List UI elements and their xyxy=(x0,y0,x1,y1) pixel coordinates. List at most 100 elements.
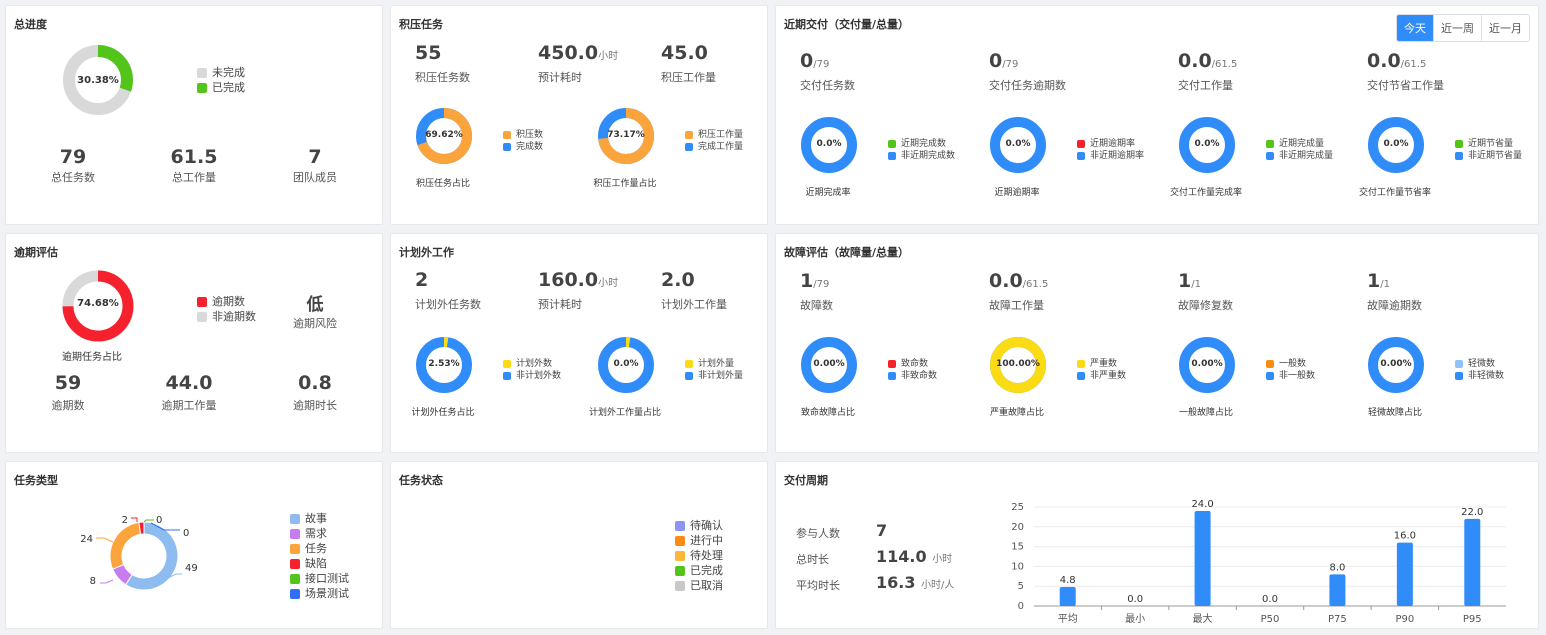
pie-slice xyxy=(138,521,145,535)
legend-label: 轻微数 xyxy=(1468,359,1496,369)
ring-track xyxy=(801,337,857,393)
legend-label: 非近期节省量 xyxy=(1468,151,1523,161)
legend-swatch xyxy=(503,372,511,380)
ratio-donut xyxy=(1179,117,1235,173)
ring-value xyxy=(63,45,133,115)
legend-swatch xyxy=(888,372,896,380)
stat-value: 2.0 xyxy=(661,269,695,291)
legend-swatch xyxy=(1077,360,1085,368)
ring-value xyxy=(598,108,654,164)
ratio-donut xyxy=(990,337,1046,393)
overdue-percent: 74.68% xyxy=(77,298,119,309)
bar-value-label: 0.0 xyxy=(1262,594,1278,605)
legend-label: 缺陷 xyxy=(305,557,327,570)
ratio-percent: 0.0% xyxy=(1194,139,1220,149)
stat-value: 59 xyxy=(54,372,82,394)
stat-label: 故障修复数 xyxy=(1178,299,1233,312)
legend-swatch xyxy=(290,588,300,599)
stat-value: 160.0小时 xyxy=(538,269,619,291)
risk-label: 逾期风险 xyxy=(293,317,337,330)
card-title: 任务状态 xyxy=(399,474,443,487)
legend-label: 非逾期数 xyxy=(212,310,256,323)
ratio-percent: 100.00% xyxy=(996,359,1040,369)
legend-item: 完成工作量 xyxy=(685,141,743,153)
ratio-donut xyxy=(990,117,1046,173)
stat-label: 总任务数 xyxy=(51,171,95,184)
legend-label: 积压数 xyxy=(516,130,544,140)
stat-label: 计划外任务数 xyxy=(415,298,481,311)
pie-label-line xyxy=(96,537,114,543)
legend-swatch xyxy=(675,550,685,561)
legend-label: 非轻微数 xyxy=(1468,371,1505,381)
ratio-legend: 一般数 非一般数 xyxy=(1266,358,1315,382)
overall-progress-legend: 未完成 已完成 xyxy=(197,65,245,95)
delivery-cycle-bar-chart: 0 5 10 15 20 25 4.8 平均 0.0 最小 24.0 最大 0.0 P50 8.0 P75 16… xyxy=(1011,499,1506,625)
stat-label: 总工作量 xyxy=(172,171,216,184)
legend-item: 非逾期数 xyxy=(197,309,256,324)
ring-value xyxy=(990,337,1046,393)
bar-value-label: 22.0 xyxy=(1461,507,1483,518)
legend-label: 非计划外数 xyxy=(516,371,562,381)
legend-label: 已取消 xyxy=(690,579,723,592)
legend-label: 进行中 xyxy=(690,534,723,547)
legend-swatch xyxy=(290,543,300,554)
ratio-caption: 一般故障占比 xyxy=(1178,408,1233,418)
legend-label: 近期节省量 xyxy=(1468,139,1514,149)
tab-month[interactable]: 近一月 xyxy=(1481,15,1529,41)
ratio-donut xyxy=(598,108,654,164)
stat-label: 故障数 xyxy=(800,299,833,312)
legend-item: 一般数 xyxy=(1266,358,1315,370)
stat-value: 1/1 xyxy=(1178,270,1201,296)
tab-today[interactable]: 今天 xyxy=(1397,15,1433,41)
ratio-caption: 积压工作量占比 xyxy=(593,179,657,189)
legend-label: 已完成 xyxy=(690,564,723,577)
ratio-legend: 积压工作量 完成工作量 xyxy=(685,129,743,153)
legend-item: 进行中 xyxy=(675,533,723,548)
legend-item: 非近期逾期率 xyxy=(1077,150,1144,162)
period-tabs: 今天 近一周 近一月 xyxy=(1396,14,1530,42)
legend-swatch xyxy=(675,535,685,546)
legend-swatch xyxy=(503,131,511,139)
legend-item: 需求 xyxy=(290,526,349,541)
pie-label-line xyxy=(143,519,154,523)
legend-swatch xyxy=(675,520,685,531)
bar xyxy=(1194,510,1211,606)
legend-item: 非计划外数 xyxy=(503,370,561,382)
delivery-cycle-card: 交付周期 参与人数 7 总时长 114.0 小时 平均时长 16.3 小时/人 … xyxy=(775,461,1539,629)
ratio-caption: 交付工作量节省率 xyxy=(1358,188,1431,198)
stat-total: /61.5 xyxy=(1211,59,1238,70)
ratio-percent: 0.00% xyxy=(813,359,845,369)
stat-label: 交付任务逾期数 xyxy=(989,79,1066,92)
stat-total: /61.5 xyxy=(1400,59,1427,70)
y-tick-label: 0 xyxy=(1018,601,1024,612)
ratio-percent: 2.53% xyxy=(428,359,460,369)
legend-label: 接口测试 xyxy=(305,572,349,585)
legend-label: 致命数 xyxy=(901,359,929,369)
legend-item: 非近期节省量 xyxy=(1455,150,1522,162)
ring-value xyxy=(416,337,472,393)
legend-swatch xyxy=(197,82,207,93)
legend-label: 未完成 xyxy=(212,66,245,79)
legend-item: 非严重数 xyxy=(1077,370,1126,382)
ratio-caption: 交付工作量完成率 xyxy=(1169,188,1242,198)
bar-value-label: 16.0 xyxy=(1394,531,1416,542)
stat-value: 44.0 xyxy=(165,372,213,394)
legend-label: 场景测试 xyxy=(305,587,349,600)
legend-label: 近期完成数 xyxy=(901,139,947,149)
task-type-legend: 故事 需求 任务 缺陷 接口测试 场景测试 xyxy=(290,511,349,601)
legend-swatch xyxy=(290,558,300,569)
overdue-legend: 逾期数 非逾期数 xyxy=(197,294,256,324)
stat-number: 0.0 xyxy=(1178,50,1212,72)
stat-label: 故障逾期数 xyxy=(1367,299,1422,312)
overall-progress-percent: 30.38% xyxy=(77,75,119,86)
stat-number: 1 xyxy=(1367,270,1381,292)
pie-label-line xyxy=(131,517,138,522)
stat-label: 预计耗时 xyxy=(538,71,582,84)
tab-week[interactable]: 近一周 xyxy=(1433,15,1481,41)
info-value: 7 xyxy=(876,521,888,540)
ring-track xyxy=(801,117,857,173)
stat-value: 0.0/61.5 xyxy=(1178,50,1237,76)
legend-item: 故事 xyxy=(290,511,349,526)
ratio-caption: 严重故障占比 xyxy=(989,408,1044,418)
